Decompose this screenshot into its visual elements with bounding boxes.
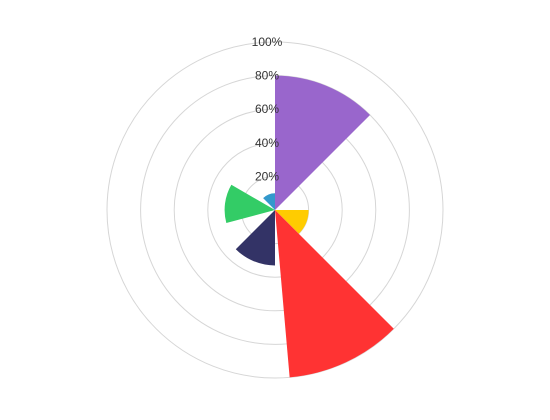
tick-label: 60%: [255, 102, 279, 116]
slice-2[interactable]: [275, 210, 309, 234]
slice-6[interactable]: [263, 193, 275, 210]
chart-slices: [224, 75, 394, 378]
slice-1[interactable]: [275, 75, 371, 210]
tick-label: 100%: [252, 35, 283, 49]
grid-circle-100pct: [106, 41, 444, 379]
radial-tick-labels: 20% 40% 60% 80% 100%: [252, 35, 283, 183]
tick-label: 80%: [255, 69, 279, 83]
slice-5[interactable]: [224, 184, 275, 224]
slice-3[interactable]: [275, 210, 394, 378]
tick-label: 20%: [255, 169, 279, 183]
slice-4[interactable]: [235, 210, 275, 266]
tick-label: 40%: [255, 136, 279, 150]
